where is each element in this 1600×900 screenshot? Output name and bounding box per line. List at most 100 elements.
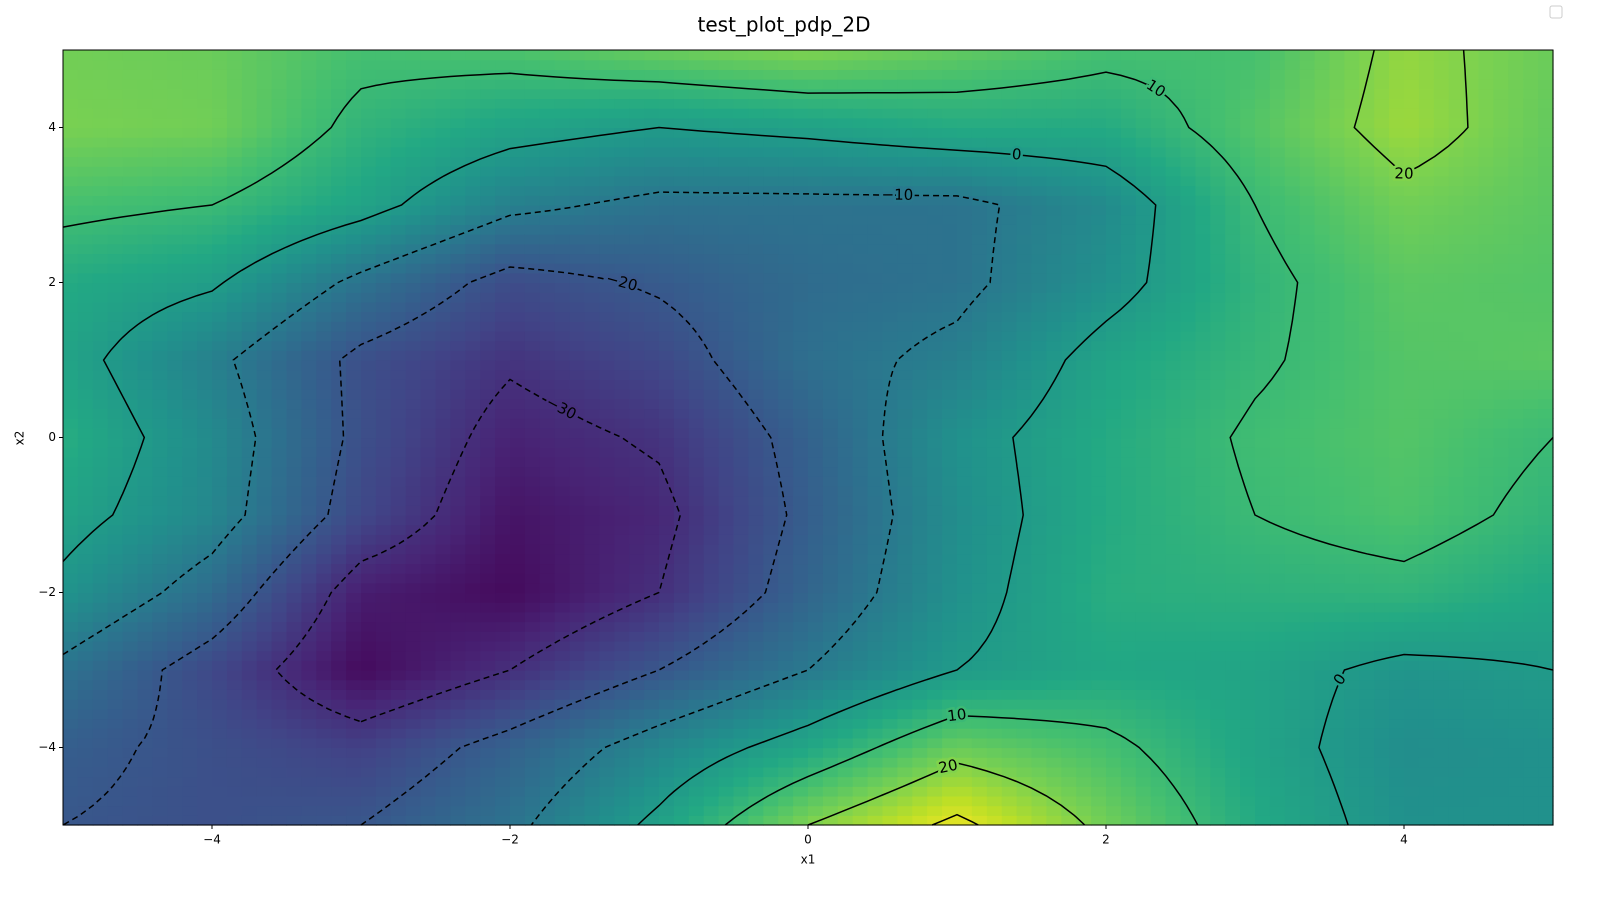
heatmap-cell [331, 766, 347, 778]
heatmap-cell [495, 602, 511, 613]
heatmap-cell [495, 776, 511, 787]
heatmap-cell [957, 495, 973, 506]
heatmap-cell [1165, 795, 1182, 807]
heatmap-cell [882, 437, 898, 448]
heatmap-cell [152, 379, 168, 390]
heatmap-cell [137, 408, 153, 419]
heatmap-cell [1225, 360, 1241, 371]
heatmap-cell [1314, 427, 1331, 439]
heatmap-cell [629, 544, 645, 555]
heatmap-cell [63, 592, 79, 603]
heatmap-cell [1418, 369, 1435, 380]
heatmap-cell [1165, 708, 1182, 720]
heatmap-cell [644, 389, 660, 400]
heatmap-cell [882, 640, 898, 652]
heatmap-cell [1359, 689, 1375, 700]
heatmap-cell [569, 398, 586, 410]
heatmap-cell [495, 786, 511, 797]
heatmap-cell [1493, 427, 1509, 439]
heatmap-cell [808, 447, 824, 458]
heatmap-cell [361, 640, 377, 652]
heatmap-cell [837, 757, 854, 768]
heatmap-cell [1448, 766, 1465, 778]
heatmap-cell [554, 708, 571, 720]
heatmap-cell [331, 815, 347, 826]
heatmap-cell [107, 805, 124, 816]
heatmap-cell [957, 360, 973, 371]
heatmap-cell [1329, 418, 1345, 429]
heatmap-cell [316, 505, 332, 516]
heatmap-cell [361, 282, 377, 293]
heatmap-cell [361, 330, 377, 342]
heatmap-cell [256, 398, 273, 410]
heatmap-cell [1165, 544, 1182, 555]
heatmap-cell [450, 485, 466, 497]
heatmap-cell [748, 737, 764, 749]
heatmap-cell [957, 389, 973, 400]
heatmap-cell [286, 602, 302, 613]
heatmap-cell [435, 640, 451, 652]
heatmap-cell [971, 660, 988, 671]
heatmap-cell [1329, 611, 1345, 623]
heatmap-cell [361, 379, 377, 390]
heatmap-cell [346, 369, 362, 380]
heatmap-cell [942, 718, 958, 729]
heatmap-cell [808, 650, 824, 661]
heatmap-cell [897, 766, 913, 778]
heatmap-cell [1404, 456, 1420, 468]
heatmap-cell [763, 592, 779, 603]
heatmap-cell [1135, 544, 1152, 555]
heatmap-cell [375, 582, 392, 594]
heatmap-cell [1061, 476, 1077, 487]
heatmap-cell [256, 408, 273, 419]
heatmap-cell [1344, 379, 1360, 390]
heatmap-cell [1076, 369, 1092, 380]
heatmap-cell [822, 786, 839, 797]
heatmap-cell [1210, 553, 1226, 565]
heatmap-cell [286, 553, 302, 565]
heatmap-cell [361, 621, 377, 632]
heatmap-cell [301, 815, 317, 826]
heatmap-cell [1374, 640, 1390, 652]
heatmap-cell [539, 815, 556, 826]
heatmap-cell [301, 737, 317, 749]
heatmap-cell [539, 485, 556, 497]
heatmap-cell [688, 660, 705, 671]
heatmap-cell [763, 379, 779, 390]
heatmap-cell [554, 360, 571, 371]
heatmap-cell [1225, 679, 1241, 690]
heatmap-cell [465, 360, 481, 371]
heatmap-cell [673, 553, 690, 565]
heatmap-cell [1240, 689, 1256, 700]
heatmap-cell [63, 776, 79, 787]
heatmap-cell [599, 786, 615, 797]
heatmap-cell [1523, 447, 1539, 458]
heatmap-cell [1374, 437, 1390, 448]
heatmap-cell [510, 476, 526, 487]
heatmap-cell [331, 476, 347, 487]
heatmap-cell [301, 573, 317, 584]
heatmap-cell [375, 379, 392, 390]
heatmap-cell [167, 437, 183, 448]
heatmap-cell [1269, 660, 1286, 671]
heatmap-cell [1106, 476, 1122, 487]
heatmap-cell [1225, 728, 1241, 739]
heatmap-cell [688, 640, 705, 652]
heatmap-cell [1120, 747, 1137, 758]
heatmap-cell [1344, 631, 1360, 642]
heatmap-cell [1135, 379, 1152, 390]
heatmap-cell [1344, 398, 1360, 410]
heatmap-cell [271, 553, 288, 565]
heatmap-cell [659, 621, 675, 632]
heatmap-cell [1329, 795, 1345, 807]
heatmap-cell [1493, 660, 1509, 671]
heatmap-cell [1374, 573, 1390, 584]
heatmap-cell [1299, 708, 1316, 720]
heatmap-cell [1210, 544, 1226, 555]
heatmap-cell [539, 466, 556, 477]
heatmap-cell [495, 437, 511, 448]
heatmap-cell [1463, 718, 1480, 729]
heatmap-cell [271, 515, 288, 526]
heatmap-cell [539, 776, 556, 787]
